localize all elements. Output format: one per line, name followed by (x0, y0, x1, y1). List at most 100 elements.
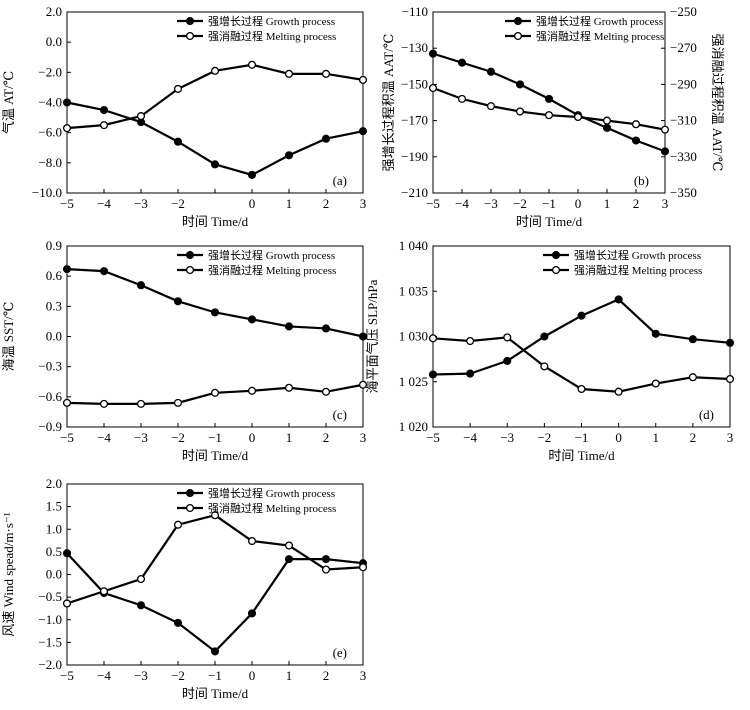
data-point-melting (428, 83, 438, 93)
legend-marker (185, 16, 195, 26)
panel-label: (b) (634, 173, 649, 188)
y-axis-label: 风速 Wind spead/m·s⁻¹ (1, 512, 16, 636)
legend-label: 强消融过程 Melting process (574, 263, 702, 277)
y-tick-label: −6.0 (38, 125, 62, 140)
legend-label: 强增长过程 Growth process (208, 14, 335, 28)
legend-marker (185, 265, 195, 275)
data-point-melting (62, 599, 72, 608)
y-right-tick-label: −250 (670, 4, 697, 19)
data-point-melting (99, 399, 109, 408)
x-tick-label: 0 (249, 430, 256, 445)
y-tick-label: −170 (401, 113, 428, 128)
data-point-growth (173, 618, 183, 627)
x-tick-label: 1 (286, 668, 293, 683)
data-point-melting (651, 379, 660, 388)
legend-marker (513, 16, 523, 26)
y-tick-label: 1 040 (399, 238, 428, 253)
data-point-melting (544, 111, 554, 120)
y-axis-label-right: 强消融过程积温 AAT/℃ (710, 34, 725, 172)
data-point-growth (136, 601, 146, 610)
x-tick-label: 2 (633, 196, 640, 211)
legend-label: 强增长过程 Growth process (208, 486, 335, 500)
x-tick-label: −4 (97, 196, 111, 211)
x-axis-label: 时间 Time/d (182, 686, 249, 701)
y-tick-label: 1.0 (46, 521, 62, 536)
data-point-growth (247, 315, 257, 324)
data-point-growth (503, 356, 512, 365)
y-right-tick-label: −330 (670, 149, 697, 164)
x-tick-label: 0 (615, 430, 622, 445)
y-tick-label: −0.3 (38, 359, 62, 374)
x-tick-label: 3 (662, 196, 669, 211)
data-point-growth (321, 555, 331, 564)
data-point-melting (284, 383, 294, 392)
data-point-growth (99, 105, 109, 115)
data-point-growth (284, 555, 294, 564)
y-axis-label: 强增长过程积温 AAT/℃ (381, 34, 396, 172)
y-tick-label: −8.0 (38, 155, 62, 170)
data-point-melting (660, 125, 670, 134)
x-tick-label: −4 (455, 196, 469, 211)
data-point-melting (577, 384, 586, 394)
x-tick-label: −3 (134, 668, 148, 683)
x-tick-label: −3 (484, 196, 498, 211)
y-tick-label: −2.0 (38, 657, 62, 672)
x-tick-label: 2 (690, 430, 697, 445)
data-point-growth (651, 329, 660, 338)
panel-label: (e) (333, 645, 347, 660)
y-tick-label: 1 035 (399, 283, 428, 298)
legend-label: 强增长过程 Growth process (574, 248, 701, 262)
x-tick-label: −1 (208, 430, 222, 445)
x-tick-label: −3 (134, 196, 148, 211)
data-point-melting (136, 574, 146, 584)
legend-marker (551, 265, 561, 275)
x-tick-label: −4 (463, 430, 477, 445)
data-point-growth (725, 338, 735, 347)
data-point-melting (62, 398, 72, 407)
data-point-melting (358, 75, 368, 84)
y-tick-label: 0.6 (46, 268, 63, 283)
data-point-growth (210, 308, 220, 317)
x-tick-label: −1 (575, 430, 589, 445)
y-right-tick-label: −310 (670, 113, 697, 128)
x-tick-label: −2 (537, 430, 551, 445)
x-tick-label: −2 (171, 430, 185, 445)
x-tick-label: −1 (208, 668, 222, 683)
series-line-growth (66, 552, 364, 653)
data-point-growth (577, 311, 586, 320)
data-point-melting (62, 124, 72, 133)
data-point-growth (602, 123, 612, 132)
panel-label: (a) (333, 173, 347, 188)
series-line-growth (432, 298, 731, 376)
x-tick-label: 1 (286, 430, 293, 445)
x-tick-label: −2 (513, 196, 527, 211)
data-point-melting (614, 387, 623, 396)
y-tick-label: −0.6 (38, 389, 62, 404)
data-point-growth (321, 134, 331, 143)
data-point-growth (99, 267, 109, 276)
data-point-melting (540, 362, 549, 371)
y-tick-label: −150 (401, 76, 428, 91)
data-point-melting (503, 333, 512, 342)
data-point-growth (428, 370, 438, 379)
data-point-growth (62, 549, 72, 558)
data-point-melting (515, 107, 525, 116)
data-point-growth (247, 609, 257, 618)
data-point-growth (136, 281, 146, 290)
data-point-growth (428, 49, 438, 58)
data-point-melting (358, 563, 368, 572)
chart-panel-c: −5 −4 −3 −2 −1 0 1 2 3 0.9 0.6 0.3 0.0 −0.3 −0.6 −0.9 时间… (1, 238, 368, 463)
y-tick-label: 0.0 (46, 34, 62, 49)
data-point-melting (602, 116, 612, 125)
chart-panel-a: −5 −4 −3 −2 0 1 2 3 2.0 0.0 −2.0 −4.0 −6.0 −8.0 −10.0 时… (1, 4, 368, 229)
data-point-growth (358, 332, 368, 341)
y-tick-label: −110 (402, 4, 428, 19)
data-point-growth (321, 324, 331, 333)
data-point-growth (210, 647, 220, 656)
x-axis-label: 时间 Time/d (548, 448, 615, 463)
data-point-growth (457, 58, 467, 67)
data-point-melting (321, 565, 331, 574)
x-tick-label: −5 (60, 430, 74, 445)
x-tick-label: 2 (323, 196, 330, 211)
x-tick-label: −2 (171, 668, 185, 683)
